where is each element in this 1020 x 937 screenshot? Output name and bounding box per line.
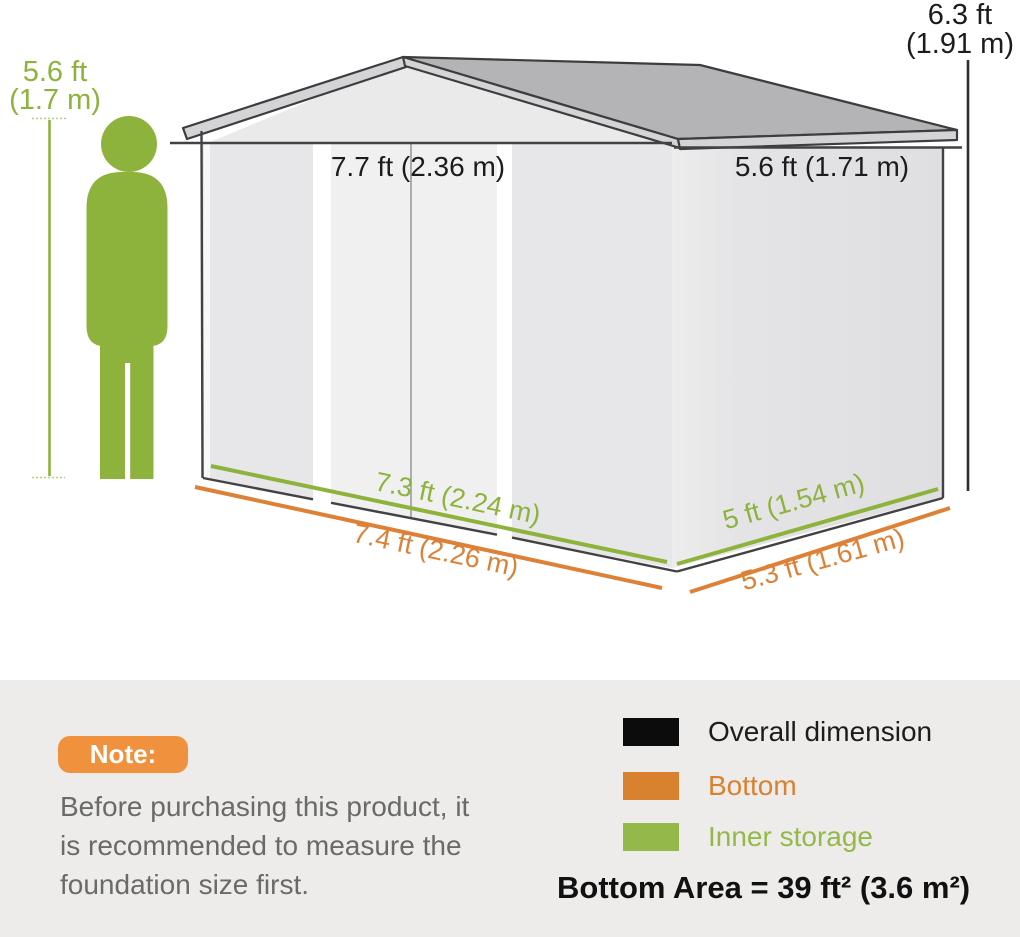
bottom-depth-line (689, 506, 951, 594)
note-badge-label: Note: (89, 739, 157, 769)
bottom-width-line (194, 485, 663, 590)
door-panel (331, 142, 497, 535)
legend-row-bottom: Bottom (623, 769, 797, 801)
roof-right-eave-fascia (676, 128, 959, 151)
note-line: Before purchasing this product, it (60, 791, 470, 822)
legend: Overall dimension Bottom Inner storage B… (0, 680, 1020, 937)
person-torso (86, 172, 168, 346)
bottom-area-text: Bottom Area = 39 ft² (3.6 m²) (557, 870, 971, 905)
legend-label-inner-storage: Inner storage (708, 820, 873, 852)
shed-side-wall (672, 143, 943, 568)
side-depth-label: 5.6 ft (1.71 m) (735, 151, 909, 182)
inner-width-line (210, 464, 668, 564)
shed-walls (202, 142, 943, 568)
door-frame-strip-left (313, 142, 331, 503)
shed-roof (181, 55, 959, 151)
person-height-label-1: 5.6 ft (23, 56, 88, 88)
note-line: foundation size first. (60, 869, 310, 900)
legend-row-overall: Overall dimension (623, 715, 933, 747)
person-height-measure (32, 117, 67, 479)
bottom-swatch (623, 771, 679, 800)
inner-storage-lines (210, 464, 939, 566)
person-silhouette (86, 116, 168, 479)
shed-diagram: 5.6 ft (1.7 m) 6.3 ft (1.91 m) 7.7 ft (2… (9, 0, 1014, 596)
overall-height-label-1: 6.3 ft (928, 0, 993, 31)
shed-outlines (170, 130, 962, 573)
legend-label-overall: Overall dimension (708, 715, 933, 747)
overall-dimension-swatch (623, 717, 679, 746)
bottom-dimension-lines (194, 485, 951, 594)
front-width-label: 7.7 ft (2.36 m) (331, 151, 505, 182)
note-text: Before purchasing this product, it is re… (60, 787, 560, 904)
person-leg-gap (125, 363, 131, 479)
door-frame-strip-right (497, 142, 512, 538)
person-height-label-2: (1.7 m) (9, 84, 101, 116)
overall-height-label-2: (1.91 m) (906, 28, 1014, 60)
gable-triangle (210, 62, 666, 142)
note-line: is recommended to measure the (60, 830, 462, 861)
note-badge: Note: (58, 736, 188, 773)
inner-depth-line (676, 487, 939, 566)
front-wall-left-sliver (204, 142, 210, 481)
info-panel: Note: Before purchasing this product, it… (0, 680, 1020, 937)
legend-label-bottom: Bottom (708, 769, 797, 801)
person-head (101, 116, 157, 172)
inner-storage-swatch (623, 822, 679, 851)
legend-row-inner-storage: Inner storage (623, 820, 873, 852)
